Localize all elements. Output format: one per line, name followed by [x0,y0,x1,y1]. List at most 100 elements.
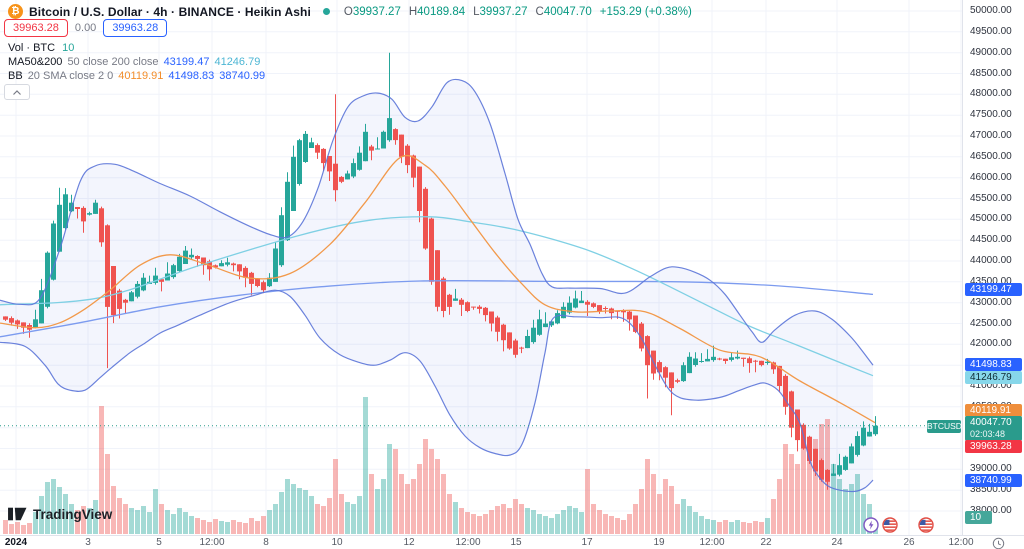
volume-bar [195,518,200,534]
market-status-dot[interactable] [322,8,330,15]
volume-bar [801,434,806,534]
candle-body [735,356,740,359]
candle-body [537,319,542,335]
price-axis-label: 49500.00 [970,25,1012,37]
price-axis-label: 46000.00 [970,171,1012,183]
ohlc-values: O39937.27 H40189.84 L39937.27 C40047.70 … [344,6,692,18]
volume-bar [783,444,788,534]
volume-bar [231,520,236,534]
candle-body [255,278,260,286]
volume-bar [519,504,524,534]
volume-bar [381,479,386,534]
price-line-symbol-badge: BTCUSD [927,420,962,433]
crypto-event-lightning-icon[interactable] [863,517,879,533]
candle-body [633,315,638,332]
tradingview-logo[interactable]: TradingView [8,505,112,523]
candle-body [417,166,422,211]
volume-bar [207,522,212,534]
volume-bar [501,504,506,534]
volume-bar [105,454,110,534]
candle-body [225,262,230,265]
volume-bar [75,510,80,534]
alert-spread-value: 0.00 [74,22,97,34]
candle-body [585,301,590,305]
alert-price-row: 39963.28 0.00 39963.28 [4,19,168,37]
timezone-clock-button[interactable] [992,537,1005,549]
volume-bar [477,516,482,534]
candle-body [525,336,530,349]
us-economic-event-flag-icon[interactable] [918,517,934,533]
price-axis-label: 46500.00 [970,150,1012,162]
candle-body [243,267,248,278]
alert-price-red[interactable]: 39963.28 [4,19,68,37]
candle-body [321,148,326,164]
bb-legend-row[interactable]: BB 20 SMA close 2 0 40119.91 41498.83 38… [8,70,265,82]
volume-bar [51,479,56,534]
candle-body [543,323,548,328]
volume-bar [285,479,290,534]
volume-bar [393,449,398,534]
volume-bar [411,479,416,534]
candle-body [219,263,224,267]
price-axis-label: 44000.00 [970,255,1012,266]
volume-legend-row[interactable]: Vol · BTC 10 [8,42,74,54]
volume-bar [363,397,368,534]
volume-bar [579,512,584,534]
candle-body [723,358,728,361]
volume-bar [663,479,668,534]
candle-body [87,213,92,215]
volume-bar [555,514,560,534]
candle-body [447,294,452,307]
candle-body [381,131,386,149]
candle-body [3,316,8,320]
volume-bar [855,474,860,534]
volume-bar [273,504,278,534]
candle-body [345,173,350,180]
time-axis-label: 2024 [4,537,28,548]
volume-layer [3,397,878,534]
candle-body [39,290,44,324]
volume-bar [507,508,512,534]
time-axis[interactable]: 2024 3 5 12:00 8 10 12 12:00 15 17 19 12:00 22 24 26 12… [0,535,1024,549]
volume-bar [351,504,356,534]
candle-body [837,465,842,475]
volume-bar [201,520,206,534]
volume-bar [465,512,470,534]
candle-body [81,207,86,222]
candle-body [507,332,512,349]
price-axis-label: 47500.00 [970,109,1012,121]
candle-body [711,356,716,361]
price-chart-canvas[interactable] [0,0,962,535]
candle-body [123,299,128,303]
alert-price-blue[interactable]: 39963.28 [103,19,168,37]
volume-bar [249,518,254,534]
bb-basis-value: 40119.91 [118,70,164,82]
us-economic-event-flag-icon[interactable] [882,517,898,533]
candle-body [819,460,824,480]
volume-bar [603,514,608,534]
time-axis-label: 3 [85,537,91,548]
collapse-legend-button[interactable] [4,84,30,100]
candle-body [705,358,710,362]
bollinger-lower-line [0,289,874,493]
low-value: 39937.27 [479,5,528,18]
candle-body [621,310,626,313]
candle-body [45,252,50,307]
volume-bar [543,516,548,534]
price-axis-label: 41000.00 [970,380,1012,391]
volume-bar [771,499,776,534]
candle-body [501,324,506,341]
open-value: 39937.27 [352,5,401,18]
candle-body [375,148,380,150]
clock-icon [992,537,1005,549]
volume-bar [171,514,176,534]
volume-bar [255,521,260,534]
symbol-legend-row[interactable]: ₿ Bitcoin / U.S. Dollar · 4h · BINANCE ·… [8,4,692,19]
ma-legend-row[interactable]: MA50&200 50 close 200 close 43199.47 412… [8,56,260,68]
candle-body [423,188,428,249]
volume-bar [69,504,74,534]
candle-body [795,409,800,441]
price-axis[interactable]: 50000.00 49500.00 49000.00 48500.00 48000.00… [962,0,1024,535]
volume-bar [21,525,26,534]
volume-bar [135,510,140,534]
